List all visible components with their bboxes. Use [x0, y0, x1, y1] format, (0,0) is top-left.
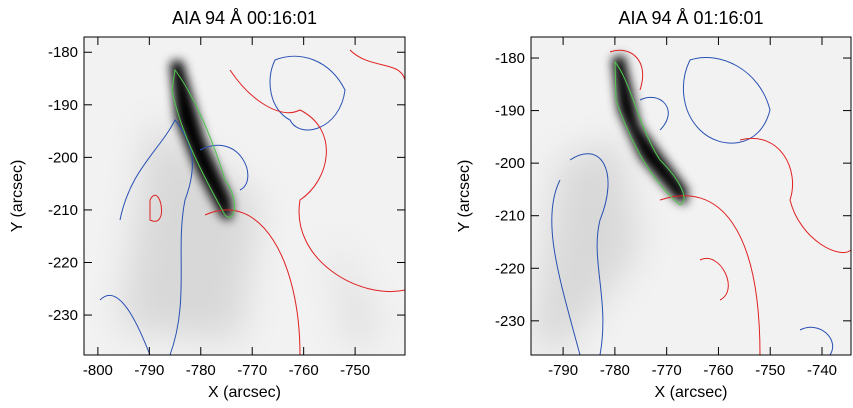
x-tick-label: -790: [548, 362, 578, 379]
x-tick-label: -770: [652, 362, 682, 379]
y-tick-label: -220: [495, 260, 525, 277]
y-tick-label: -180: [495, 50, 525, 67]
y-tick-label: -230: [495, 313, 525, 330]
y-tick-label: -190: [495, 103, 525, 120]
y-tick-label: -200: [495, 155, 525, 172]
y-axis-label: Y (arcsec): [456, 160, 473, 233]
y-axis-label: Y (arcsec): [9, 160, 26, 233]
x-tick-label: -770: [237, 362, 267, 379]
y-tick-label: -200: [48, 149, 78, 166]
x-axis-label: X (arcsec): [655, 384, 728, 401]
solar-image: [531, 37, 851, 355]
x-tick-label: -780: [186, 362, 216, 379]
x-tick-label: -760: [289, 362, 319, 379]
y-tick-label: -230: [48, 307, 78, 324]
plot-frame: [530, 36, 852, 356]
x-tick-label: -750: [340, 362, 370, 379]
plot-frame: [83, 36, 406, 356]
solar-image: [84, 37, 405, 355]
x-axis-label: X (arcsec): [208, 384, 281, 401]
chart-title: AIA 94 Å 01:16:01: [618, 8, 763, 28]
y-tick-label: -210: [495, 208, 525, 225]
x-tick-label: -750: [755, 362, 785, 379]
y-tick-label: -190: [48, 97, 78, 114]
x-tick-label: -780: [600, 362, 630, 379]
y-tick-label: -210: [48, 202, 78, 219]
chart-title: AIA 94 Å 00:16:01: [172, 8, 317, 28]
x-tick-label: -800: [83, 362, 113, 379]
x-tick-label: -760: [703, 362, 733, 379]
x-tick-label: -790: [134, 362, 164, 379]
y-tick-label: -180: [48, 44, 78, 61]
x-tick-label: -740: [807, 362, 837, 379]
y-tick-label: -220: [48, 254, 78, 271]
